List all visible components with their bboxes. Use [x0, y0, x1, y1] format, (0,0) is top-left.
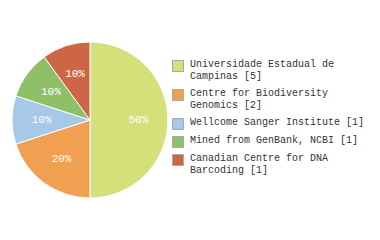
- html-text:Wellcome Sanger Institute [1]: Wellcome Sanger Institute [1]: [190, 116, 364, 128]
- html-text:Universidade Estadual de Campi: Universidade Estadual de Campinas [5]: [190, 58, 334, 82]
- svg-text:10%: 10%: [41, 86, 61, 98]
- svg-text:10%: 10%: [65, 68, 85, 80]
- svg-text:10%: 10%: [32, 114, 52, 126]
- html-text:Centre for Biodiversity Genomi: Centre for Biodiversity Genomics [2]: [190, 87, 328, 111]
- svg-text:50%: 50%: [128, 114, 148, 126]
- html-text:Canadian Centre for DNA Barcod: Canadian Centre for DNA Barcoding [1]: [190, 152, 328, 176]
- svg-text:20%: 20%: [52, 153, 72, 165]
- html-text:Mined from GenBank, NCBI [1]: Mined from GenBank, NCBI [1]: [190, 134, 358, 146]
